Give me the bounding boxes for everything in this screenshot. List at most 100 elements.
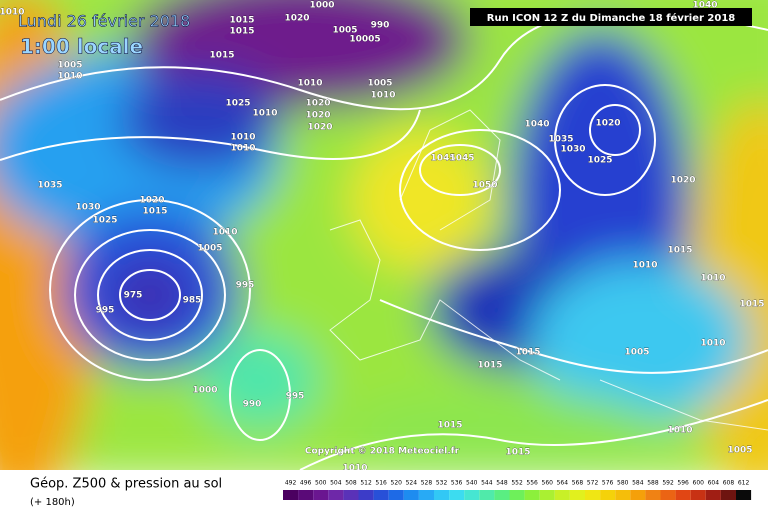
scale-label: 512 <box>360 480 372 487</box>
isobar-label: 1035 <box>548 135 573 145</box>
scale-label: 532 <box>436 480 448 487</box>
scale-label: 516 <box>375 480 387 487</box>
isobar-label: 1010 <box>0 8 25 18</box>
isobar-label: 1015 <box>667 246 692 256</box>
isobar-label: 1005 <box>197 244 222 254</box>
isobar-label: 1010 <box>252 109 277 119</box>
scale-swatch <box>418 490 434 500</box>
isobar-label: 1015 <box>142 207 167 217</box>
isobar-label: 1020 <box>595 119 620 129</box>
scale-label: 584 <box>632 480 644 487</box>
scale-swatch <box>675 490 691 500</box>
scale-label: 600 <box>693 480 705 487</box>
scale-swatch <box>660 490 676 500</box>
scale-label: 560 <box>542 480 554 487</box>
scale-swatch <box>358 490 374 500</box>
scale-label: 540 <box>466 480 478 487</box>
isobar-label: 1010 <box>700 274 725 284</box>
scale-label: 588 <box>647 480 659 487</box>
isobar-label: 1025 <box>225 99 250 109</box>
scale-label: 556 <box>526 480 538 487</box>
isobar-label: 1005 <box>727 446 752 456</box>
isobar-label: 1025 <box>587 156 612 166</box>
scale-swatch <box>403 490 419 500</box>
isobar-label: 1010 <box>57 72 82 82</box>
isobar-label: 1005 <box>367 79 392 89</box>
scale-swatch <box>690 490 706 500</box>
scale-label: 496 <box>300 480 312 487</box>
isobar-label: 990 <box>243 400 262 410</box>
isobar-label: 1005 <box>57 61 82 71</box>
isobar-label: 1040 <box>524 120 549 130</box>
scale-swatch <box>283 490 299 500</box>
isobar-label: 975 <box>124 291 143 301</box>
isobar-label: 1015 <box>437 421 462 431</box>
isobar-label: 1020 <box>670 176 695 186</box>
scale-swatch <box>615 490 631 500</box>
scale-swatch <box>539 490 555 500</box>
isobar-label: 1015 <box>505 448 530 458</box>
isobar-label: 1020 <box>305 99 330 109</box>
isobar-label: 1020 <box>284 14 309 24</box>
isobar-label: 1030 <box>75 203 100 213</box>
time: 1:00 locale <box>20 35 143 59</box>
footer-lead: (+ 180h) <box>30 497 75 508</box>
scale-label: 508 <box>345 480 357 487</box>
scale-swatch <box>328 490 344 500</box>
isobar-label: 1010 <box>370 91 395 101</box>
scale-swatch <box>388 490 404 500</box>
scale-label: 536 <box>451 480 463 487</box>
isobar-label: 995 <box>96 306 115 316</box>
isobar-label: 1050 <box>472 181 497 191</box>
scale-label: 504 <box>330 480 342 487</box>
isobar-label: 1010 <box>297 79 322 89</box>
isobar-label: 1010 <box>700 339 725 349</box>
scale-swatch <box>554 490 570 500</box>
scale-swatch <box>449 490 465 500</box>
isobar-label: 1035 <box>37 181 62 191</box>
date: Lundi 26 février 2018 <box>18 12 190 31</box>
footer-title: Géop. Z500 & pression au sol <box>30 477 222 492</box>
isobar-label: 1015 <box>515 348 540 358</box>
scale-swatch <box>479 490 495 500</box>
scale-swatch <box>569 490 585 500</box>
isobar-label: 1000 <box>192 386 217 396</box>
scale-swatch <box>630 490 646 500</box>
coastlines <box>329 109 768 431</box>
scale-swatch <box>645 490 661 500</box>
isobar-label: 10005 <box>349 35 380 45</box>
scale-label: 608 <box>723 480 735 487</box>
copyright: Copyright © 2018 Meteociel.fr <box>305 447 460 457</box>
scale-label: 552 <box>511 480 523 487</box>
scale-label: 520 <box>391 480 403 487</box>
isobar-label: 1025 <box>92 216 117 226</box>
scale-label: 568 <box>572 480 584 487</box>
run-box <box>470 8 752 26</box>
scale-swatch <box>494 490 510 500</box>
scale-swatch <box>434 490 450 500</box>
scale-label: 528 <box>421 480 433 487</box>
scale-label: 576 <box>602 480 614 487</box>
scale-label: 572 <box>587 480 599 487</box>
scale-label: 544 <box>481 480 493 487</box>
scale-swatch <box>705 490 721 500</box>
isobar-label: 1020 <box>139 196 164 206</box>
scale-label: 500 <box>315 480 327 487</box>
isobar-label: 1030 <box>560 145 585 155</box>
isobar-label: 1010 <box>667 426 692 436</box>
isobar-label: 1000 <box>309 1 334 11</box>
scale-label: 592 <box>662 480 674 487</box>
isobar-label: 1005 <box>332 26 357 36</box>
scale-swatch <box>509 490 525 500</box>
isobar-label: 1045 <box>449 154 474 164</box>
scale-swatch <box>343 490 359 500</box>
isobar-label: 1015 <box>739 300 764 310</box>
isobar-label: 1020 <box>307 123 332 133</box>
scale-label: 596 <box>677 480 689 487</box>
scale-swatch <box>585 490 601 500</box>
isobar-label: 1040 <box>692 1 717 11</box>
isobar-label: 1010 <box>212 228 237 238</box>
scale-swatch <box>736 490 752 500</box>
